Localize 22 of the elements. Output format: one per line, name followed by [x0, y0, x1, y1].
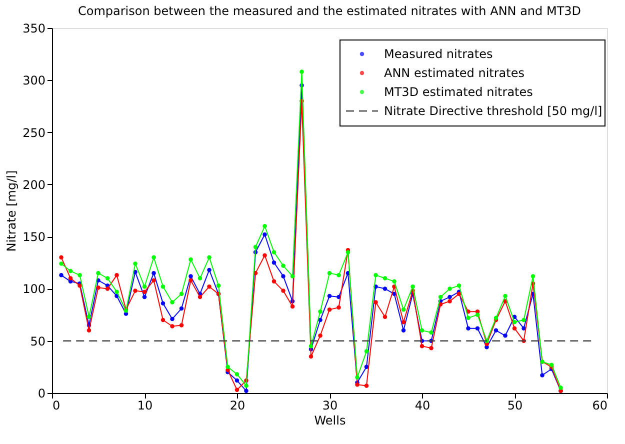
x-axis-title: Wells — [314, 414, 346, 428]
x-tick-label: 10 — [137, 398, 153, 412]
x-tick-label: 0 — [52, 398, 60, 412]
y-tick-label: 200 — [22, 178, 46, 192]
legend-label: MT3D estimated nitrates — [384, 85, 533, 99]
x-tick-label: 60 — [592, 398, 608, 412]
x-tick-label: 30 — [322, 398, 338, 412]
y-tick-label: 300 — [22, 74, 46, 88]
x-tick-label: 50 — [507, 398, 523, 412]
legend-label: ANN estimated nitrates — [384, 66, 524, 80]
y-tick-label: 50 — [30, 334, 46, 348]
y-tick-label: 100 — [22, 282, 46, 296]
x-tick-label: 40 — [414, 398, 430, 412]
chart-title: Comparison between the measured and the estimated nitrates with ANN and MT3D — [78, 4, 582, 18]
legend-label: Measured nitrates — [384, 47, 493, 61]
legend-label: Nitrate Directive threshold [50 mg/l] — [384, 104, 602, 118]
y-tick-label: 0 — [38, 386, 46, 400]
y-axis-title: Nitrate [mg/l] — [4, 170, 19, 252]
y-tick-label: 150 — [22, 230, 46, 244]
y-tick-label: 250 — [22, 126, 46, 140]
x-tick-label: 20 — [230, 398, 246, 412]
y-tick-label: 350 — [22, 22, 46, 36]
